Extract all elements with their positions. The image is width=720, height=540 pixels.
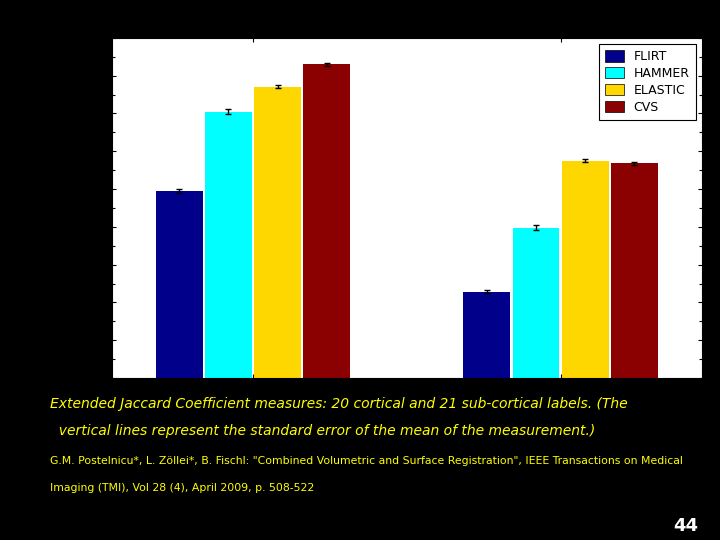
Text: vertical lines represent the standard error of the mean of the measurement.): vertical lines represent the standard er… <box>50 424 595 438</box>
Title: Buckner Data Set: Buckner Data Set <box>340 19 474 34</box>
Y-axis label: Extended Jaccard overlap measure: Extended Jaccard overlap measure <box>70 98 83 318</box>
Bar <box>562 160 608 378</box>
Bar <box>611 163 658 378</box>
Bar <box>205 111 252 378</box>
Text: G.M. Postelnicu*, L. Zöllei*, B. Fischl: "Combined Volumetric and Surface Regist: G.M. Postelnicu*, L. Zöllei*, B. Fischl:… <box>50 456 683 467</box>
Bar <box>464 292 510 378</box>
Text: 44: 44 <box>673 517 698 535</box>
Legend: FLIRT, HAMMER, ELASTIC, CVS: FLIRT, HAMMER, ELASTIC, CVS <box>598 44 696 120</box>
Bar <box>156 191 202 378</box>
Bar <box>254 87 301 378</box>
Text: Imaging (TMI), Vol 28 (4), April 2009, p. 508-522: Imaging (TMI), Vol 28 (4), April 2009, p… <box>50 483 315 494</box>
Bar <box>304 64 350 378</box>
Text: Extended Jaccard Coefficient measures: 20 cortical and 21 sub-cortical labels. (: Extended Jaccard Coefficient measures: 2… <box>50 397 628 411</box>
Bar <box>513 227 559 378</box>
